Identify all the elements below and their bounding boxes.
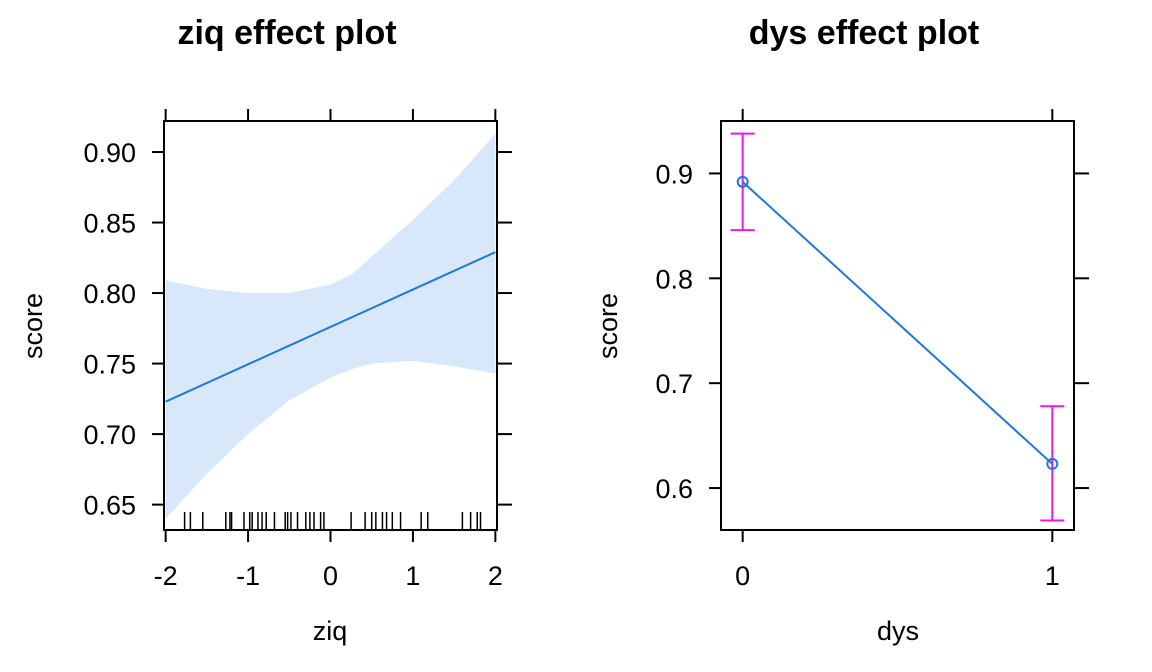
ziq-effect-panel: ziq effect plot -2 -1 0 1 2 0.65 0.70 0.75 0.80… [18, 14, 512, 646]
dys-point [736, 175, 749, 188]
ziq-x-tick-label: 0 [323, 561, 338, 591]
ziq-plot-title: ziq effect plot [177, 14, 396, 52]
dys-y-tick-label: 0.7 [655, 369, 693, 399]
dys-x-axis-label: dys [877, 616, 919, 646]
dys-plot-title: dys effect plot [749, 14, 979, 52]
ziq-y-tick-label: 0.90 [83, 138, 136, 168]
dys-error-bar-layer [730, 132, 1065, 522]
ziq-x-tick-label: -1 [236, 561, 260, 591]
dys-y-tick-label: 0.9 [655, 159, 693, 189]
dys-y-tick-labels: 0.6 0.7 0.8 0.9 [655, 159, 693, 504]
dys-plot-frame [720, 120, 1075, 531]
ziq-x-tick-labels: -2 -1 0 1 2 [154, 561, 503, 591]
ziq-fit-line-layer [165, 251, 496, 403]
dys-effect-line-layer [742, 181, 1053, 465]
dys-y-tick-label: 0.6 [655, 474, 693, 504]
dys-point [1046, 457, 1059, 470]
ziq-y-tick-label: 0.80 [83, 279, 136, 309]
dys-effect-line [742, 181, 1053, 465]
ziq-x-tick-label: 2 [488, 561, 503, 591]
dys-y-tick-label: 0.8 [655, 264, 693, 294]
ziq-axis-ticks [152, 109, 512, 542]
ziq-y-tick-label: 0.75 [83, 350, 136, 380]
ziq-y-tick-label: 0.85 [83, 209, 136, 239]
dys-axis-ticks [709, 109, 1089, 542]
ziq-x-tick-label: 1 [405, 561, 420, 591]
ziq-rug-layer [183, 512, 482, 530]
dys-x-tick-label: 1 [1045, 561, 1060, 591]
ziq-fit-line [165, 251, 496, 403]
dys-x-tick-label: 0 [735, 561, 750, 591]
ziq-y-tick-label: 0.70 [83, 420, 136, 450]
ziq-x-axis-label: ziq [313, 616, 348, 646]
dys-y-axis-label: score [593, 293, 623, 359]
dys-point-layer [736, 175, 1059, 470]
ziq-y-axis-label: score [18, 293, 48, 359]
ziq-y-tick-labels: 0.65 0.70 0.75 0.80 0.85 0.90 [83, 138, 136, 521]
ziq-x-tick-label: -2 [154, 561, 178, 591]
ziq-y-tick-label: 0.65 [83, 491, 136, 521]
